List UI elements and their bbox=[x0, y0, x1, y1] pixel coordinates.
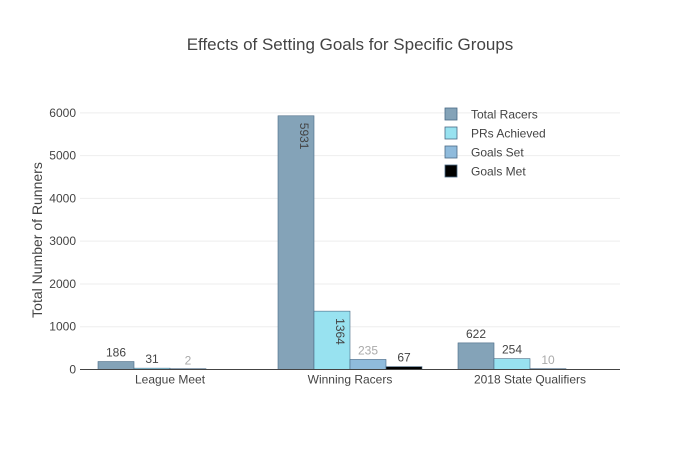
bar bbox=[349, 359, 387, 370]
x-tick-label: 2018 State Qualifiers bbox=[474, 373, 586, 387]
y-tick-label: 0 bbox=[69, 363, 76, 377]
bar bbox=[457, 342, 495, 370]
data-label: 10 bbox=[541, 353, 555, 367]
data-label: 31 bbox=[145, 352, 159, 366]
y-tick-label: 6000 bbox=[49, 106, 76, 120]
y-axis-label: Total Number of Runners bbox=[29, 162, 45, 318]
gridlines bbox=[80, 112, 620, 328]
legend-label: Goals Met bbox=[471, 165, 526, 179]
data-label: 235 bbox=[358, 343, 378, 357]
y-tick-label: 2000 bbox=[49, 277, 76, 291]
legend-label: PRs Achieved bbox=[471, 127, 546, 141]
legend-swatch bbox=[444, 164, 458, 178]
legend-label: Goals Set bbox=[471, 146, 524, 160]
x-tick-label: League Meet bbox=[135, 373, 206, 387]
y-tick-label: 1000 bbox=[49, 320, 76, 334]
x-axis-ticks: League Meet Winning Racers 2018 State Qual… bbox=[135, 373, 586, 387]
data-label: 2 bbox=[185, 353, 192, 367]
chart-title: Effects of Setting Goals for Specific Gr… bbox=[187, 35, 514, 54]
y-tick-label: 3000 bbox=[49, 234, 76, 248]
y-axis-ticks: 0 1000 2000 3000 4000 5000 6000 bbox=[49, 106, 76, 377]
y-tick-label: 5000 bbox=[49, 149, 76, 163]
data-label: 1364 bbox=[333, 318, 347, 345]
legend: Total Racers PRs Achieved Goals Set Goals M… bbox=[444, 107, 546, 179]
legend-label: Total Racers bbox=[471, 108, 538, 122]
legend-swatch bbox=[444, 126, 458, 140]
y-tick-label: 4000 bbox=[49, 191, 76, 205]
data-label: 254 bbox=[502, 343, 522, 357]
bar bbox=[493, 358, 531, 370]
data-label: 186 bbox=[106, 346, 126, 360]
data-label: 5931 bbox=[297, 123, 311, 150]
data-label: 622 bbox=[466, 327, 486, 341]
legend-swatch bbox=[444, 107, 458, 121]
data-labels: 186 5931 622 31 1364 254 2 235 10 67 bbox=[106, 123, 555, 368]
bars bbox=[97, 115, 567, 370]
data-label: 67 bbox=[397, 351, 411, 365]
bar bbox=[313, 310, 351, 370]
legend-swatch bbox=[444, 145, 458, 159]
x-tick-label: Winning Racers bbox=[308, 373, 393, 387]
bar bbox=[97, 361, 135, 370]
bar bbox=[277, 115, 315, 370]
